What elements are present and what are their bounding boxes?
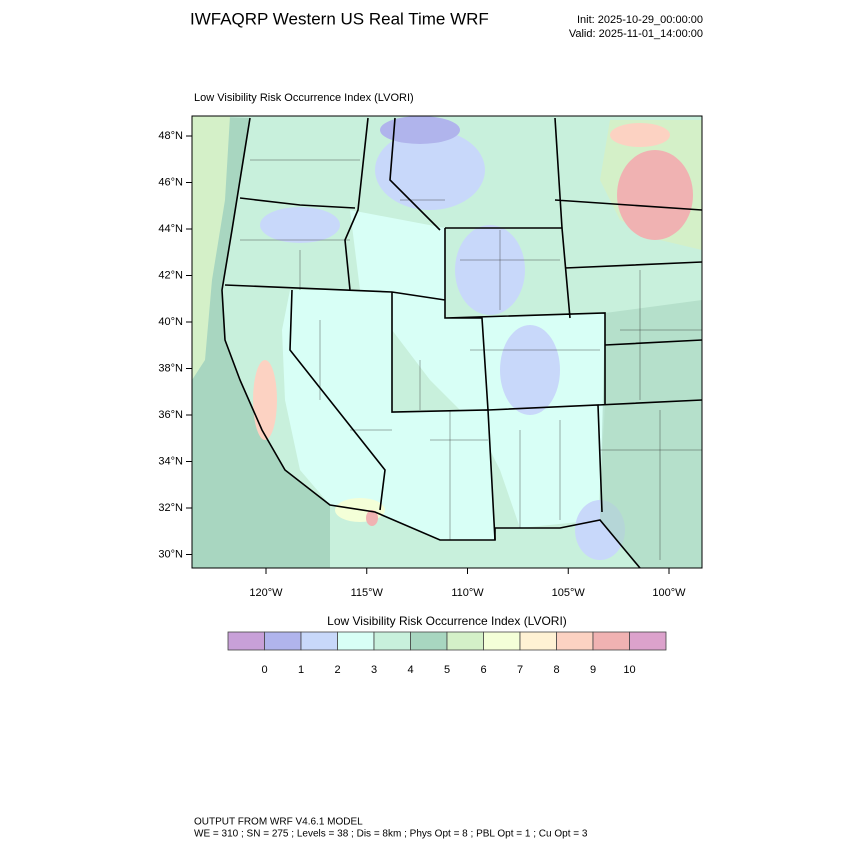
lon-label: 105°W [552,587,586,599]
county-lines [240,159,702,560]
colorbar-box [556,631,594,651]
colorbar-label: 10 [623,664,635,676]
lat-label: 40°N [158,316,183,328]
valid-time: Valid: 2025-11-01_14:00:00 [569,28,703,40]
map-frame [191,115,703,569]
colorbar: 0 1 2 3 4 5 6 7 8 9 10 [227,631,667,676]
risk-patch [610,123,670,147]
risk-patch [500,325,560,415]
risk-patch [380,116,460,144]
lat-label: 42°N [158,269,183,281]
lon-label: 110°W [451,587,484,599]
colorbar-box [446,631,484,651]
lat-label: 38°N [158,362,183,374]
lat-label: 30°N [158,548,183,560]
lat-label: 46°N [158,176,183,188]
colorbar-box [592,631,630,651]
colorbar-label: 1 [298,664,304,676]
colorbar-box [519,631,557,651]
colorbar-box [264,631,302,651]
lat-label: 36°N [158,409,183,421]
lon-label: 115°W [351,587,384,599]
colorbar-box [629,631,667,651]
colorbar-label: 7 [517,664,523,676]
plains [600,300,702,568]
risk-patch [375,130,485,210]
colorbar-box [483,631,521,651]
colorbar-label: 2 [334,664,340,676]
main-title: IWFAQRP Western US Real Time WRF [190,9,489,28]
colorbar-label: 5 [444,664,450,676]
risk-patch [260,207,340,243]
colorbar-label: 3 [371,664,377,676]
lat-label: 48°N [158,130,183,142]
footer-line: WE = 310 ; SN = 275 ; Levels = 38 ; Dis … [194,829,588,840]
colorbar-box [410,631,448,651]
init-time: Init: 2025-10-29_00:00:00 [577,14,703,26]
lat-label: 32°N [158,502,183,514]
lat-label: 34°N [158,455,183,467]
plateau [350,210,605,528]
colorbar-box [300,631,338,651]
coast-border [221,117,641,568]
colorbar-title: Low Visibility Risk Occurrence Index (LV… [327,614,567,628]
basin [282,290,495,540]
ocean-band [192,116,230,380]
map [192,116,702,568]
colorbar-label: 6 [480,664,486,676]
lat-axis: 48°N 46°N 44°N 42°N 40°N 38°N 36°N 34°N 32°N 30°N [158,130,192,560]
map-title: Low Visibility Risk Occurrence Index (LV… [194,92,414,104]
lat-label: 44°N [158,223,183,235]
lon-axis: 120°W 115°W 110°W 105°W 100°W [249,568,686,599]
colorbar-label: 8 [553,664,559,676]
risk-patch [617,150,693,240]
risk-patch [366,510,378,526]
colorbar-box [227,631,265,651]
colorbar-box [337,631,375,651]
lon-label: 100°W [652,587,686,599]
state-borders [224,117,702,541]
colorbar-label: 9 [590,664,596,676]
colorbar-box [373,631,411,651]
ocean [192,116,330,568]
footer-line: OUTPUT FROM WRF V4.6.1 MODEL [194,817,363,828]
risk-patch [455,225,525,315]
colorbar-label: 0 [261,664,267,676]
lon-label: 120°W [249,587,283,599]
risk-patch [253,360,277,440]
colorbar-label: 4 [407,664,413,676]
